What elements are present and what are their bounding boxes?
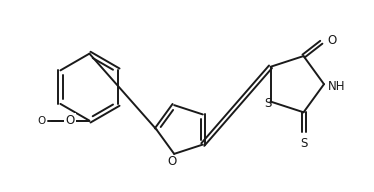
Text: O: O (38, 116, 46, 126)
Text: S: S (264, 97, 271, 110)
Text: NH: NH (328, 80, 346, 93)
Text: O: O (65, 114, 74, 127)
Text: O: O (168, 155, 177, 168)
Text: S: S (300, 137, 307, 150)
Text: O: O (327, 34, 337, 47)
Text: O: O (63, 114, 73, 127)
